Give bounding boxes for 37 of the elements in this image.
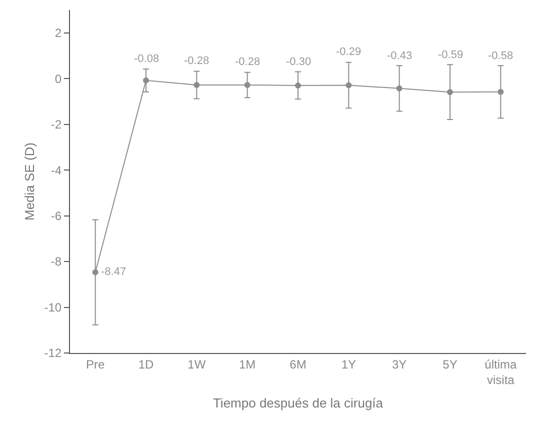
data-label: -0.28 [235,56,260,68]
data-label: -0.59 [438,49,464,61]
point [244,82,250,88]
data-label: -0.43 [387,50,412,62]
data-label: -8.47 [101,266,126,278]
x-tick-label: 5Y [442,357,458,372]
point [92,269,98,276]
x-tick-label: 1M [238,357,256,372]
point [396,85,402,92]
data-label: -0.28 [184,55,210,67]
x-tick-label: 3Y [392,357,407,372]
point [194,82,200,88]
y-tick-label: 0 [54,72,62,86]
data-label: -0.08 [134,53,160,65]
data-label: -0.29 [336,46,362,58]
point [143,77,149,84]
y-tick-label: -10 [44,300,62,314]
y-tick-label: -6 [50,209,62,223]
y-tick-label: -8 [50,254,62,269]
y-tick-label: 2 [54,26,62,40]
x-tick-label: 6M [290,357,306,372]
x-tick-label: 1D [138,357,154,372]
x-axis-title: Tiempo después de la cirugía [212,396,384,411]
x-tick-label: Pre [86,357,105,372]
y-tick-label: -4 [50,163,62,178]
x-tick-label: 1Y [341,357,356,372]
y-axis-title: Media SE (D) [22,142,37,221]
x-tick-label: 1W [188,357,206,372]
point [498,88,504,95]
data-label: -0.58 [488,50,514,62]
y-tick-label: -2 [50,118,62,132]
data-label: -0.30 [286,56,312,68]
x-tick-label: última visita [484,357,517,387]
point [295,82,301,88]
y-tick-label: -12 [44,346,62,360]
point [346,82,352,88]
point [447,89,453,96]
